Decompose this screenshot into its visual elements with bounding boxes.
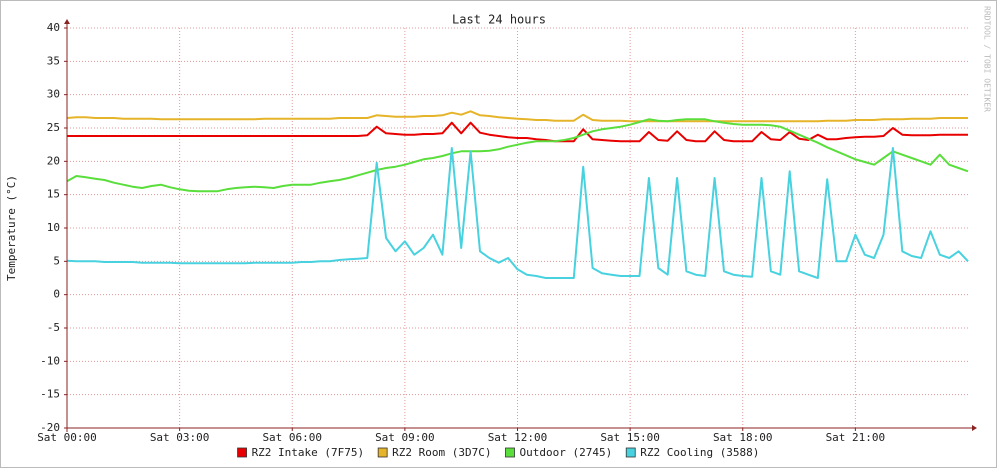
legend: RZ2 Intake (7F75) RZ2 Room (3D7C) Outdoor … xyxy=(237,446,759,459)
series-line xyxy=(66,147,969,279)
y-tick-label: 5 xyxy=(53,254,60,267)
chart-title: Last 24 hours xyxy=(452,13,546,27)
legend-item: Outdoor (2745) xyxy=(505,446,613,459)
series-line xyxy=(66,110,968,123)
legend-swatch xyxy=(625,447,636,458)
x-axis-arrow xyxy=(972,425,977,431)
y-tick-label: 0 xyxy=(53,288,60,301)
labels: -20 -15 -10 -5 0 5 10 15 20 25 30 35 40 Sat 00:00 Sat … xyxy=(37,21,885,444)
legend-swatch xyxy=(237,447,247,458)
y-tick-label: 30 xyxy=(47,88,60,101)
y-axis-arrow xyxy=(64,19,70,24)
legend-swatch xyxy=(377,447,388,458)
y-tick-label: 20 xyxy=(47,154,60,167)
x-tick-label: Sat 03:00 xyxy=(150,431,210,444)
legend-item: RZ2 Intake (7F75) xyxy=(237,446,365,459)
legend-label: Outdoor (2745) xyxy=(520,446,613,459)
x-tick-label: Sat 18:00 xyxy=(713,431,773,444)
y-tick-label: -5 xyxy=(47,321,60,334)
x-tick-label: Sat 15:00 xyxy=(600,431,660,444)
y-tick-label: -10 xyxy=(40,354,60,367)
y-tick-label: 15 xyxy=(47,188,60,201)
x-tick-label: Sat 12:00 xyxy=(488,431,548,444)
x-tick-label: Sat 06:00 xyxy=(262,431,322,444)
x-tick-label: Sat 21:00 xyxy=(826,431,886,444)
x-tick-label: Sat 00:00 xyxy=(37,431,97,444)
series-line xyxy=(67,121,968,143)
y-tick-label: -15 xyxy=(40,388,60,401)
legend-label: RZ2 Cooling (3588) xyxy=(640,446,759,459)
legend-swatch xyxy=(505,447,515,458)
legend-item: RZ2 Cooling (3588) xyxy=(625,446,759,459)
legend-item: RZ2 Room (3D7C) xyxy=(377,446,492,459)
y-axis-label: Temperature (°C) xyxy=(5,175,18,281)
watermark: RRDTOOL / TOBI OETIKER xyxy=(983,6,992,112)
legend-label: RZ2 Room (3D7C) xyxy=(392,446,491,459)
legend-label: RZ2 Intake (7F75) xyxy=(252,446,365,459)
y-tick-label: 35 xyxy=(47,54,60,67)
y-tick-label: -20 xyxy=(40,421,60,434)
y-tick-label: 40 xyxy=(47,21,60,34)
series-line xyxy=(66,118,969,193)
y-tick-label: 10 xyxy=(47,221,60,234)
x-tick-label: Sat 09:00 xyxy=(375,431,435,444)
y-tick-label: 25 xyxy=(47,121,60,134)
plot-lines xyxy=(66,110,969,279)
